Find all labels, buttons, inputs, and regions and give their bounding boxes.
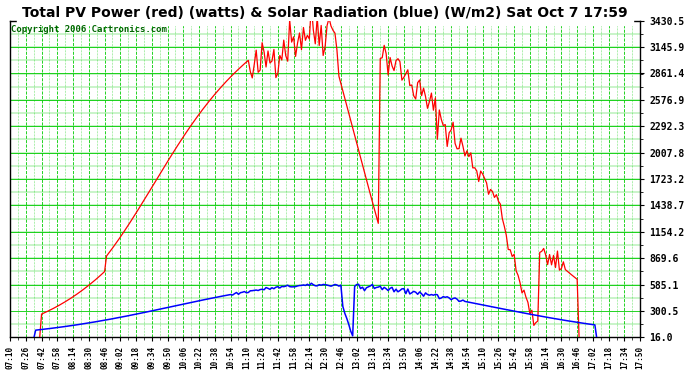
Title: Total PV Power (red) (watts) & Solar Radiation (blue) (W/m2) Sat Oct 7 17:59: Total PV Power (red) (watts) & Solar Rad… <box>22 6 628 20</box>
Text: Copyright 2006 Cartronics.com: Copyright 2006 Cartronics.com <box>11 26 167 34</box>
